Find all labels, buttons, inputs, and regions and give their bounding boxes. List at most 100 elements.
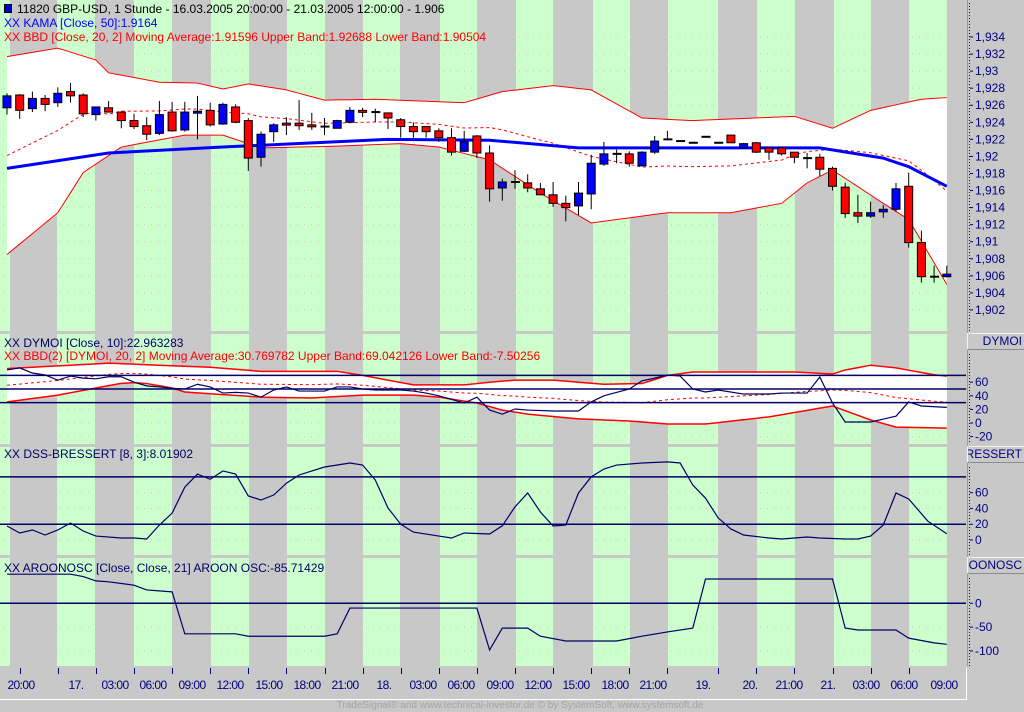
candle-body-down [904, 185, 914, 244]
candle-body-down [396, 119, 406, 128]
candle-body-down [231, 106, 241, 123]
candle-body-down [294, 122, 304, 127]
candle-body-up [218, 103, 228, 125]
candle [193, 95, 202, 140]
y-tick-label: 40 [975, 389, 989, 403]
candle-body-down [383, 112, 393, 119]
session-stripe [516, 447, 553, 555]
candle [853, 194, 863, 223]
candle-body-down [828, 167, 837, 187]
candle [650, 135, 660, 154]
candle [371, 108, 381, 123]
session-stripe [134, 447, 172, 555]
aroon-legend[interactable]: XX AROONOSC [Close, Close, 21] AROON OSC… [4, 561, 325, 575]
y-tick-label: 1,924 [975, 115, 1005, 129]
candle-doji [803, 157, 813, 160]
candle-body-down [205, 109, 215, 126]
x-tick-label: 19. [696, 678, 711, 692]
candle-body-down [66, 91, 75, 97]
dymoi-legend[interactable]: XX DYMOI [Close, 10]:22.963283 [4, 336, 184, 350]
session-stripe [668, 447, 718, 555]
x-tick-label: 06:00 [447, 678, 475, 692]
x-tick-label: 06:00 [890, 678, 918, 692]
y-tick-label: 1,922 [975, 132, 1005, 146]
x-tick-label: 15:00 [562, 678, 590, 692]
x-tick-label: 06:00 [139, 678, 167, 692]
session-stripe [134, 0, 172, 331]
candle-body-up [637, 151, 647, 167]
candle [27, 91, 37, 113]
candle-body-up [650, 140, 660, 153]
bbd-legend[interactable]: XX BBD [Close, 20, 2] Moving Average:1.9… [4, 30, 487, 44]
dss-axis-label: BRESSERT [967, 446, 1024, 463]
candle [421, 126, 431, 138]
candle [116, 111, 126, 129]
kama-legend[interactable]: XX KAMA [Close, 50]:1.9164 [4, 16, 158, 30]
candle-doji [714, 141, 724, 144]
y-tick-label: 1,93 [975, 64, 999, 78]
candle [612, 149, 622, 164]
candle [205, 102, 215, 127]
dymoi-band-fill [7, 363, 947, 429]
x-tick-label: 17. [69, 678, 84, 692]
candle [739, 142, 749, 149]
candle-body-down [840, 186, 850, 215]
candle [408, 122, 418, 138]
candle [294, 100, 304, 130]
bollinger-upper-band [6, 47, 947, 129]
candle [218, 102, 228, 125]
candle-body-down [116, 111, 126, 122]
candle [916, 230, 926, 283]
x-tick-label: 18:00 [293, 678, 321, 692]
candle [396, 118, 406, 138]
candle [930, 265, 940, 283]
candle-body-up [866, 212, 876, 217]
candle-body-up [599, 153, 609, 165]
candle-body-down [78, 94, 88, 115]
y-tick-label: 1,906 [975, 269, 1005, 283]
candle [281, 117, 291, 136]
candle [180, 101, 190, 132]
candle-body-up [269, 124, 279, 133]
dss-legend[interactable]: XX DSS-BRESSERT [8, 3]:8.01902 [4, 447, 193, 461]
kama-line [6, 137, 948, 188]
x-tick-label: 09:00 [930, 678, 958, 692]
session-stripe [668, 558, 718, 666]
candle-body-down [421, 126, 431, 133]
candle [243, 118, 253, 171]
candle-body-down [853, 212, 863, 217]
session-stripe [0, 0, 10, 331]
candle [15, 94, 25, 119]
session-stripe [593, 558, 630, 666]
candle-body-up [332, 120, 342, 129]
candle [701, 135, 711, 138]
candle [53, 87, 63, 107]
candle-body-up [2, 95, 12, 109]
candle-body-down [142, 125, 152, 135]
candle [142, 117, 152, 141]
candle-doji [371, 111, 381, 114]
x-tick-label: 20. [743, 678, 758, 692]
session-stripe [363, 0, 400, 331]
session-stripe [909, 447, 947, 555]
candle [129, 113, 139, 130]
y-tick-label: 1,916 [975, 184, 1005, 198]
plot-area [0, 573, 966, 652]
candle-doji [676, 140, 686, 143]
dymoi-band-legend[interactable]: XX BBD(2) [DYMOI, 20, 2] Moving Average:… [4, 349, 541, 363]
candle [154, 100, 164, 136]
x-tick-label: 03:00 [101, 678, 129, 692]
candle-body-up [459, 141, 469, 152]
candle-body-down [40, 97, 50, 105]
candle-doji [663, 138, 673, 141]
session-stripe [211, 558, 249, 666]
candle-body-up [180, 111, 190, 131]
candle-body-up [91, 106, 101, 116]
candle-body-up [193, 110, 202, 114]
y-tick-label: 0 [975, 533, 982, 547]
candle-body-up [53, 92, 63, 104]
candle [904, 172, 914, 248]
price-chart-title: 11820 GBP-USD, 1 Stunde - 16.03.2005 20:… [4, 3, 444, 16]
candle-body-down [726, 134, 736, 144]
panel-2 [0, 447, 966, 555]
